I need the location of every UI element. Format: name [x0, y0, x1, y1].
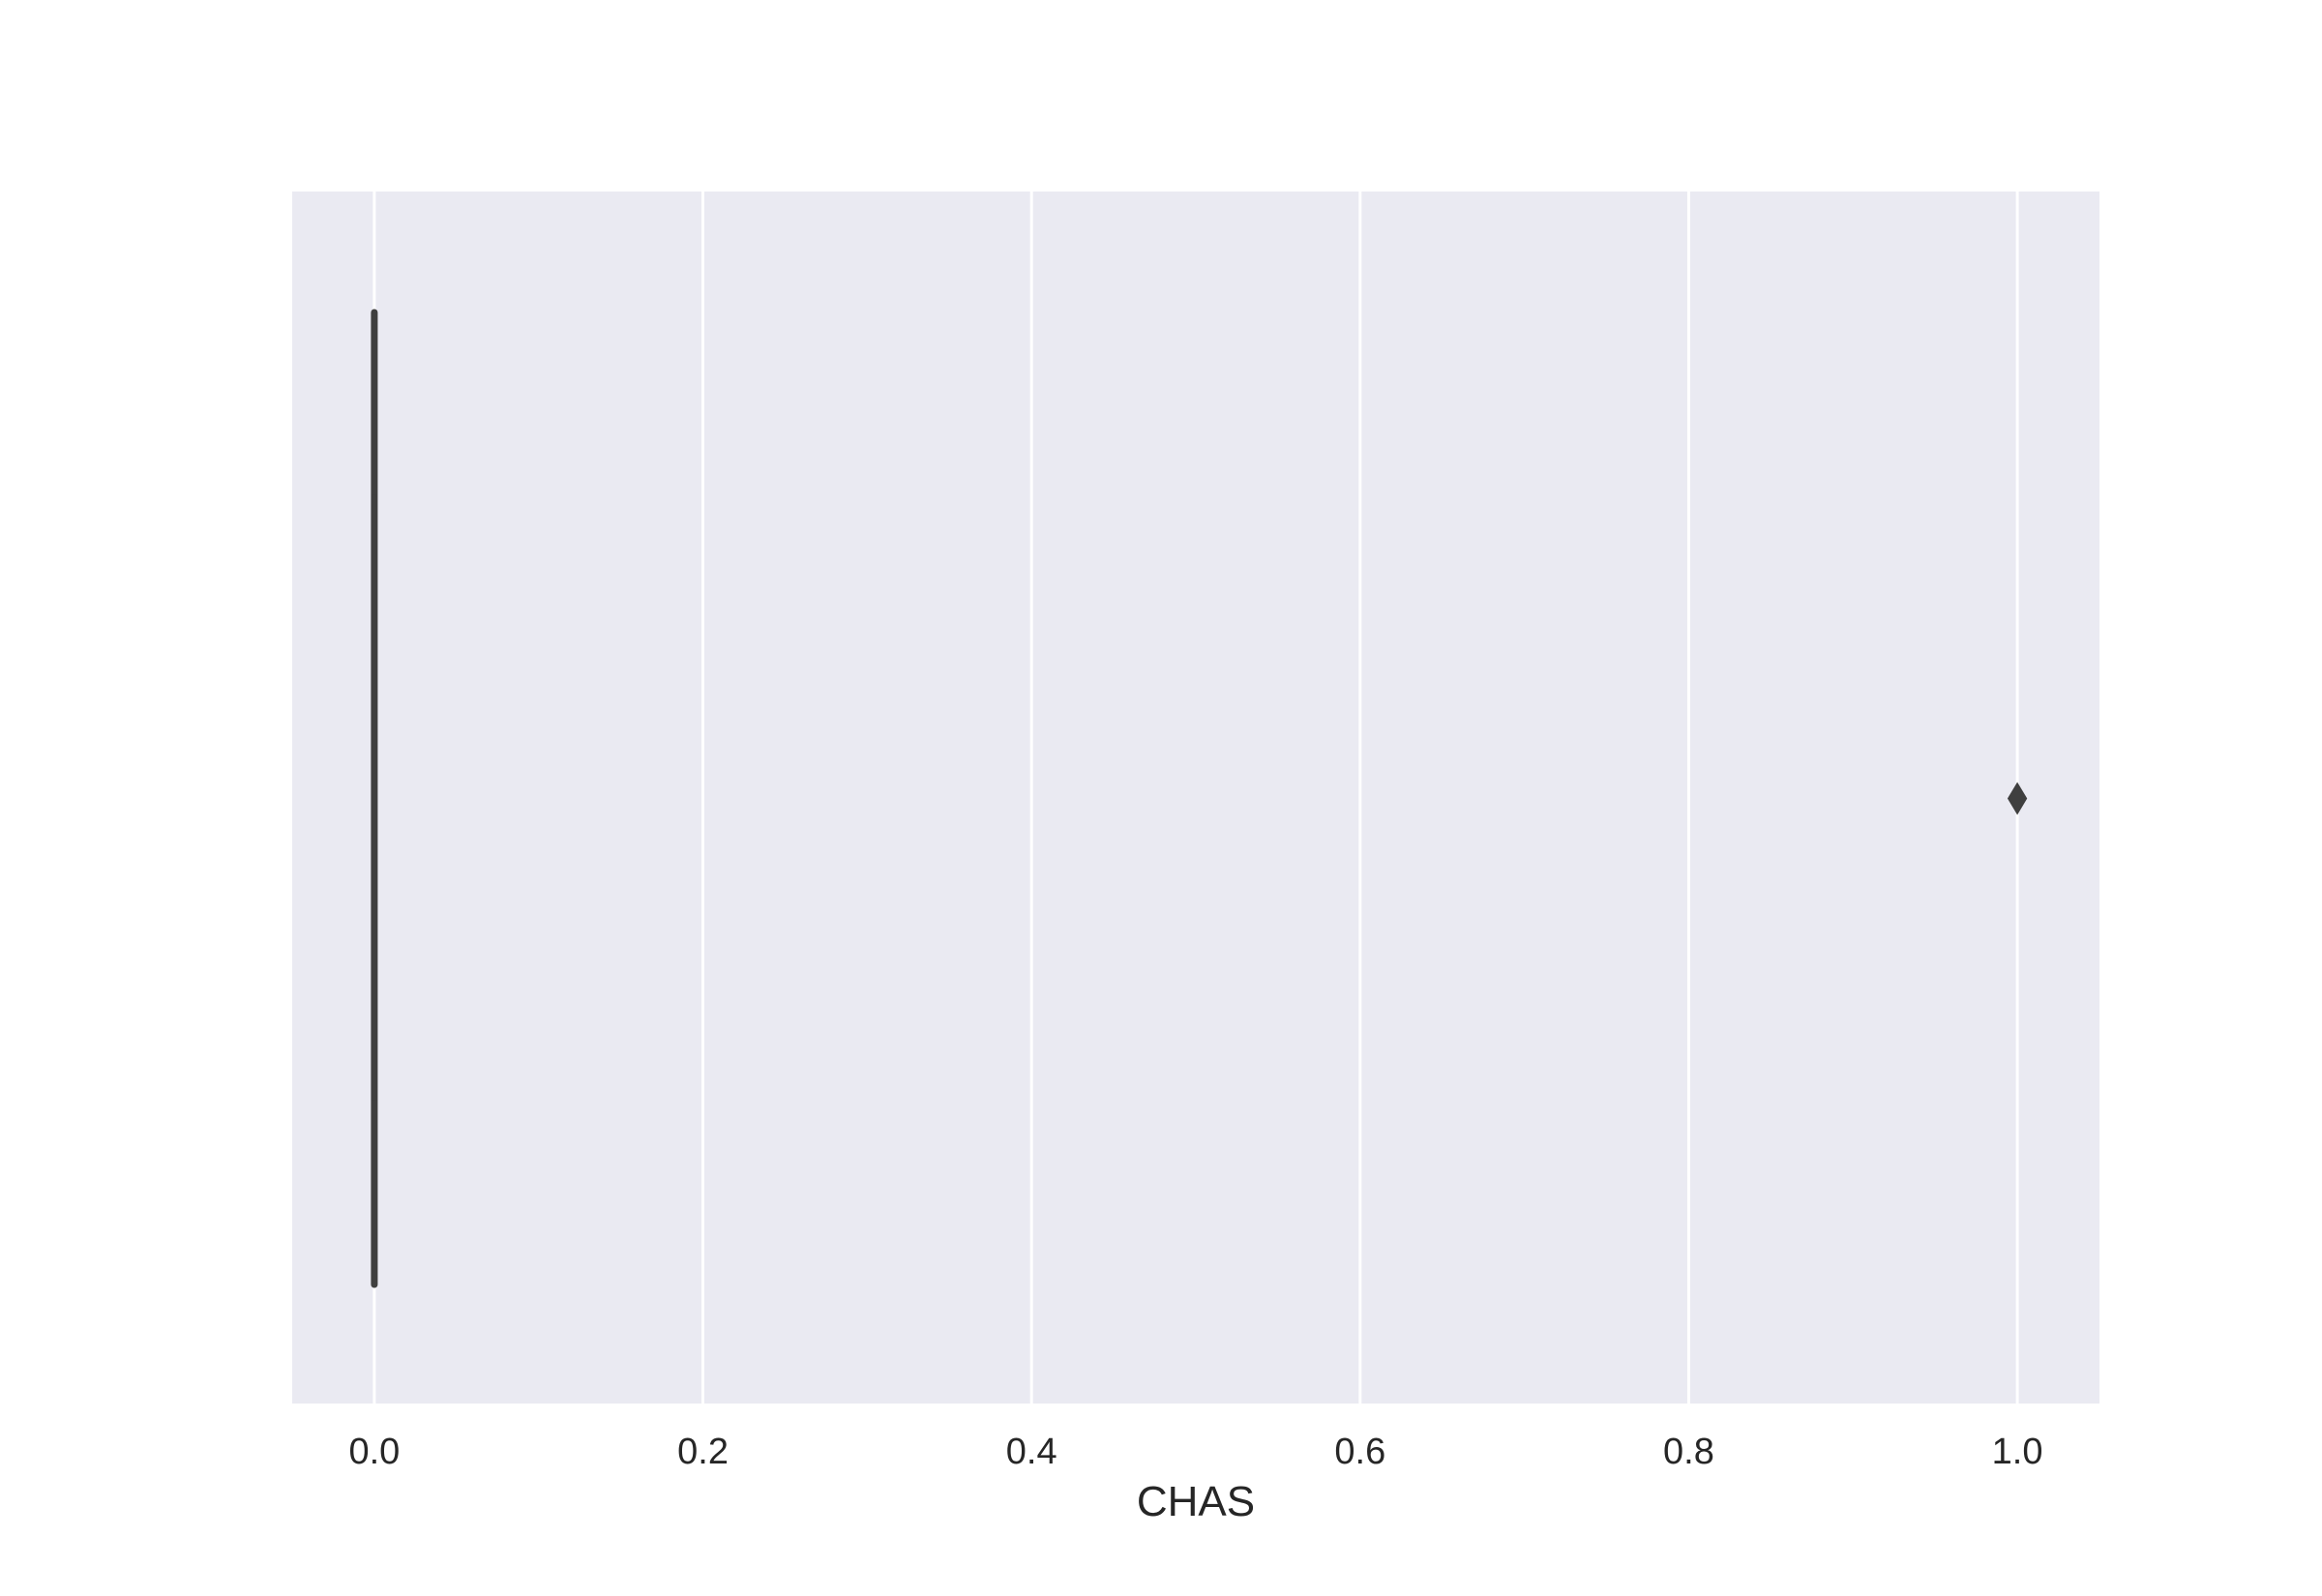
x-tick-label: 0.6 [1334, 1432, 1385, 1472]
x-tick-label: 0.4 [1006, 1432, 1057, 1472]
x-tick-label: 1.0 [1992, 1432, 2043, 1472]
plot-area [292, 192, 2099, 1404]
outlier-point [2007, 782, 2028, 815]
x-tick-label: 0.0 [348, 1432, 400, 1472]
x-axis-label: CHAS [1137, 1478, 1255, 1525]
x-axis-ticks: 0.0 0.2 0.4 0.6 0.8 1.0 [348, 1432, 2042, 1472]
x-tick-label: 0.8 [1663, 1432, 1714, 1472]
x-tick-label: 0.2 [677, 1432, 729, 1472]
box-plot [371, 309, 2028, 1288]
